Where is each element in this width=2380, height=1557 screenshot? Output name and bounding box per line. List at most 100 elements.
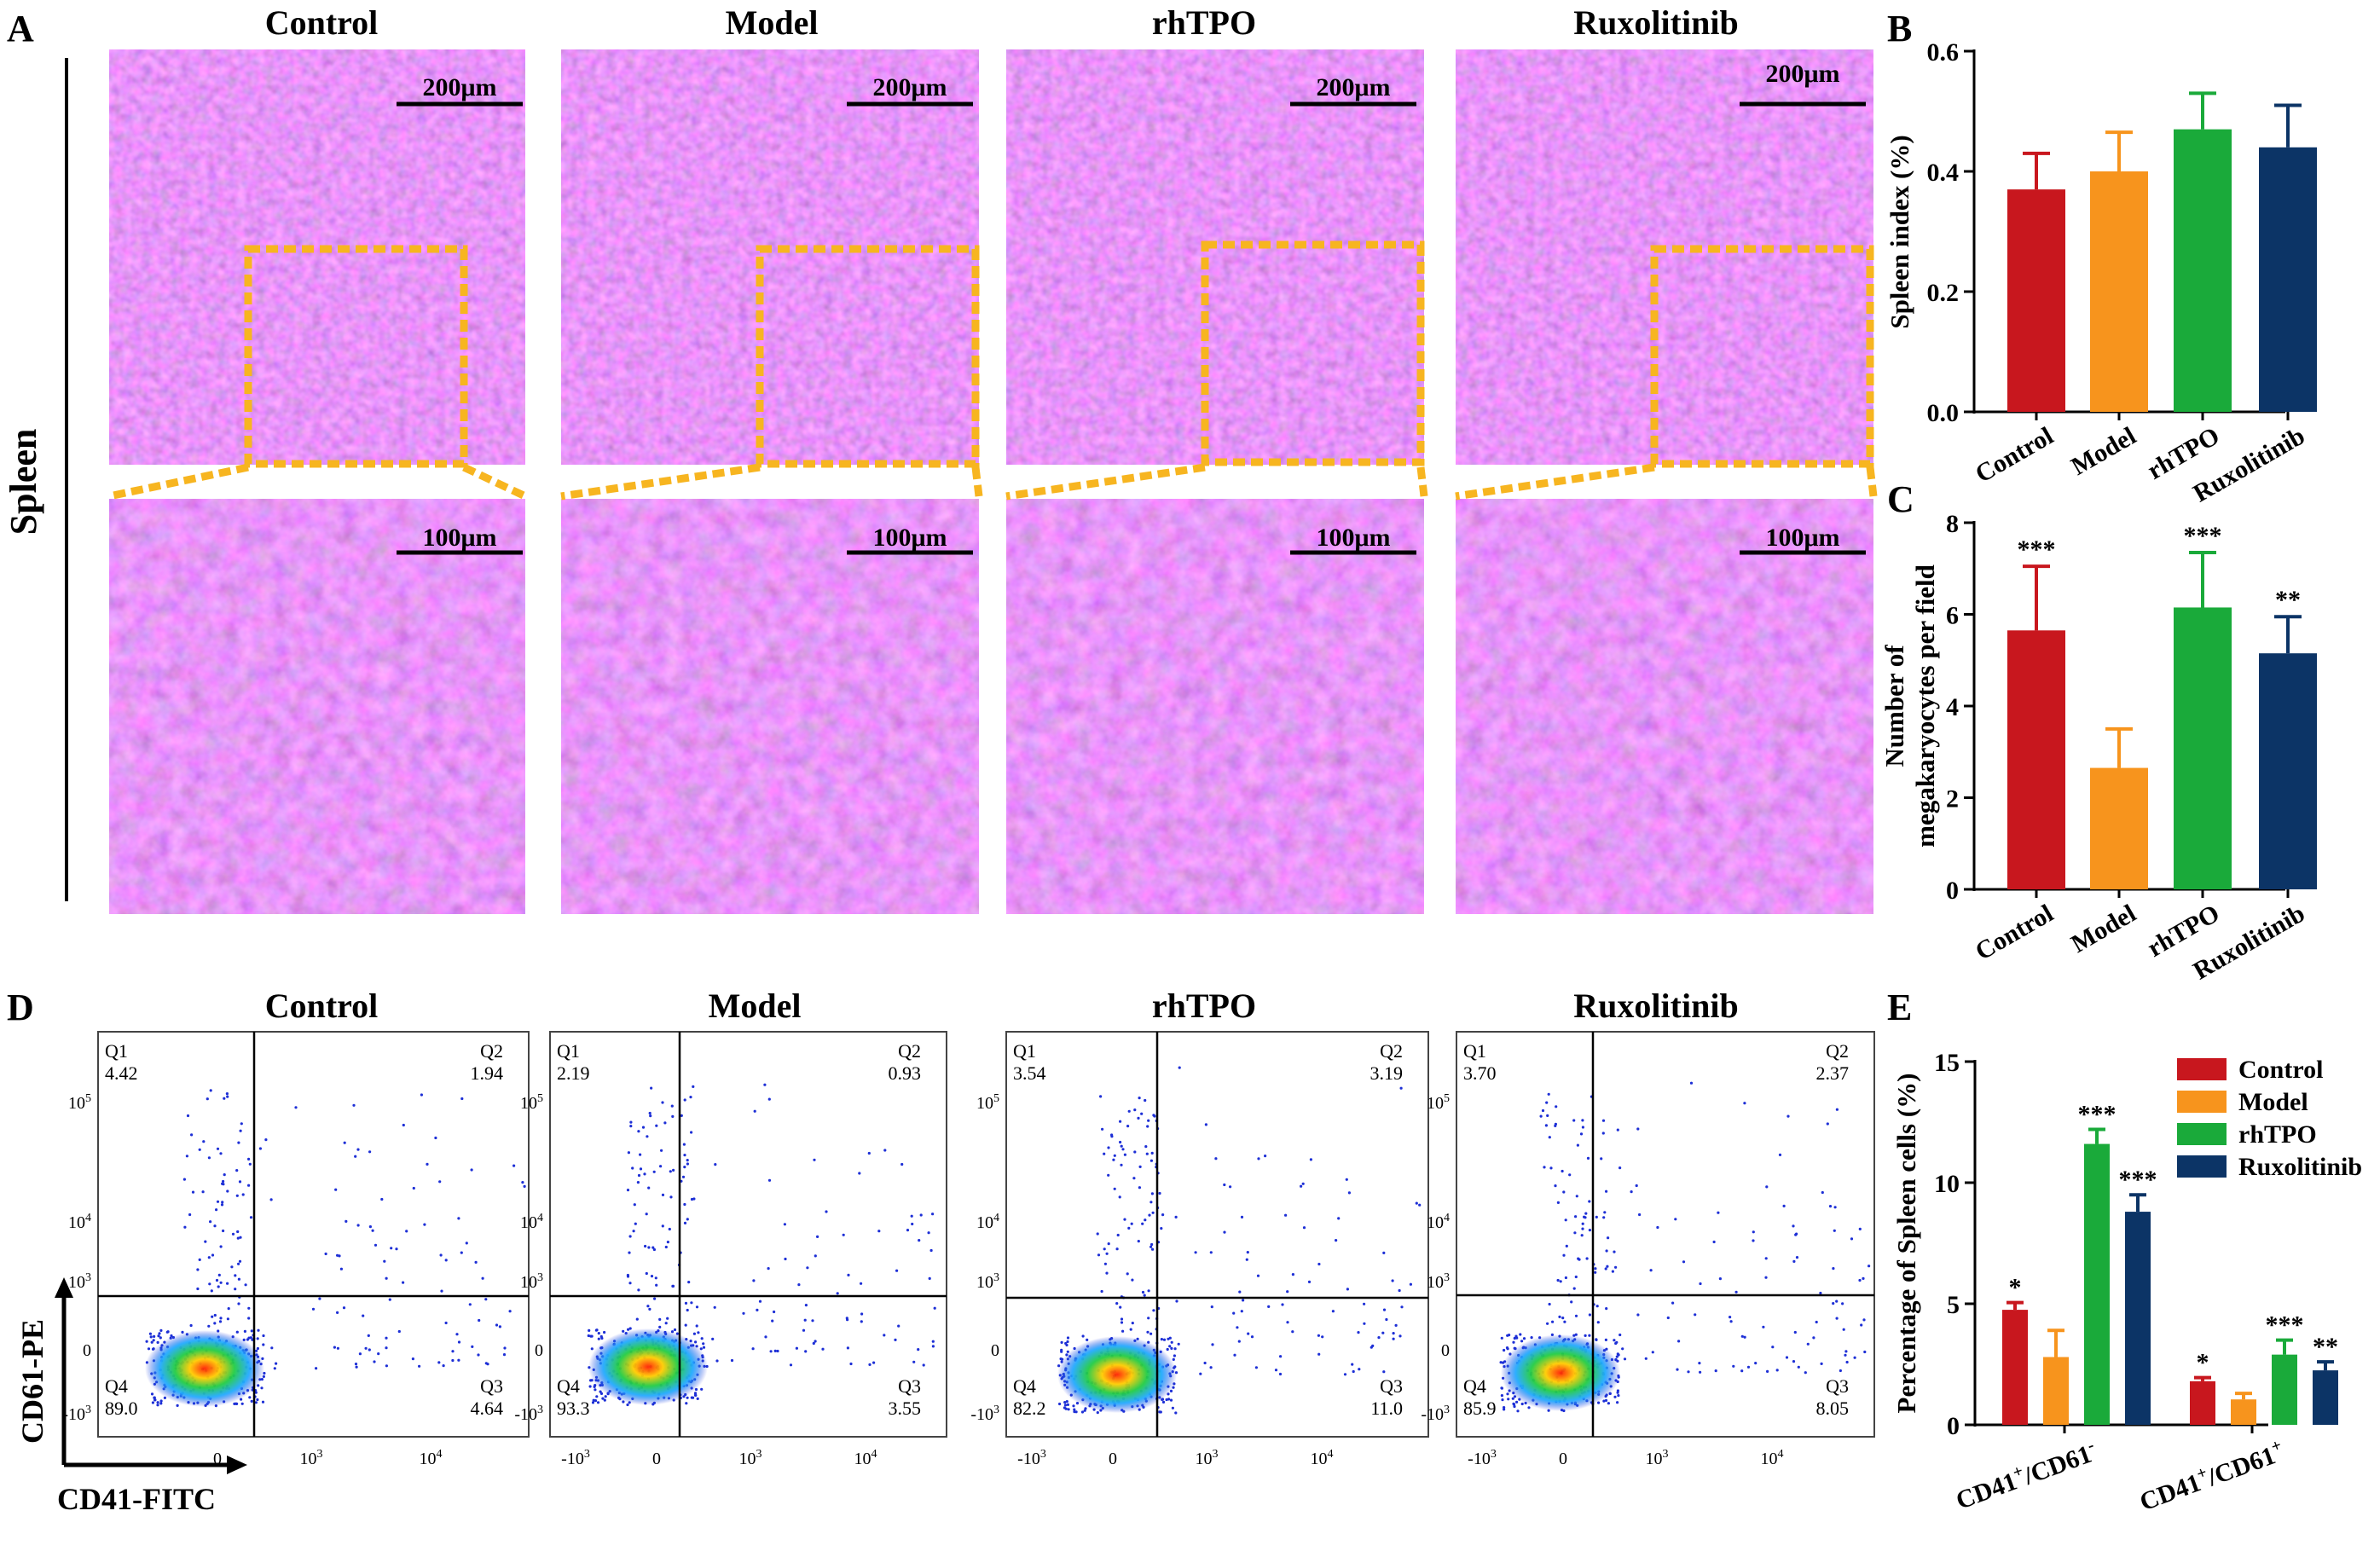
event-dot [219, 1152, 223, 1155]
bar-ruxolitinib [2125, 1212, 2151, 1425]
event-dot [1199, 1372, 1202, 1375]
event-dot [159, 1336, 162, 1340]
tick-base: 10 [1427, 1273, 1444, 1292]
event-dot [700, 1337, 704, 1340]
tick-exp: 3 [584, 1448, 590, 1461]
event-dot [906, 1229, 910, 1232]
event-dot [1699, 1282, 1702, 1286]
event-dot [643, 1172, 646, 1176]
tick-exp: 3 [993, 1404, 999, 1416]
event-dot [714, 1163, 717, 1166]
event-dot [1138, 1186, 1141, 1189]
event-dot [690, 1131, 693, 1134]
event-dot [637, 1288, 640, 1292]
event-dot [1563, 1320, 1566, 1323]
event-dot [1110, 1133, 1114, 1137]
y-tick-label: 0 [991, 1341, 999, 1360]
event-dot [933, 1306, 936, 1310]
event-dot [650, 1275, 654, 1278]
x-group-label: CD41+/CD61- [1951, 1436, 2100, 1515]
event-dot [603, 1398, 606, 1402]
tick-exp: 3 [317, 1448, 323, 1461]
tick-base: 10 [854, 1450, 872, 1468]
event-dot [1595, 1338, 1598, 1341]
event-dot [1174, 1411, 1178, 1415]
tick-base: 10 [1427, 1094, 1444, 1113]
bar-control [2002, 1310, 2028, 1425]
event-dot [368, 1225, 372, 1229]
event-dot [628, 1282, 632, 1285]
event-dot [1835, 1299, 1839, 1303]
event-dot [1602, 1399, 1606, 1403]
tick-base: 10 [520, 1273, 537, 1292]
event-dot [588, 1385, 592, 1388]
event-dot [345, 1219, 348, 1223]
event-dot [213, 1322, 217, 1325]
event-dot [594, 1328, 599, 1332]
event-dot [364, 1346, 368, 1350]
legend-swatch-model [2177, 1091, 2227, 1113]
panel-letter-b: B [1887, 8, 1912, 49]
bar-rhtpo [2174, 607, 2232, 889]
event-dot [637, 1130, 640, 1133]
event-dot [1561, 1317, 1565, 1320]
event-dot [1382, 1251, 1386, 1254]
event-dot [1103, 1152, 1106, 1155]
event-dot [1682, 1260, 1686, 1264]
x-tick-label-model: Model [2066, 899, 2140, 958]
event-dot [1613, 1339, 1616, 1342]
event-dot [264, 1138, 268, 1142]
event-dot [1600, 1157, 1603, 1161]
event-dot [152, 1339, 155, 1342]
event-dot [1792, 1259, 1796, 1263]
event-dot [1844, 1353, 1847, 1357]
event-dot [460, 1097, 464, 1101]
event-dot [664, 1245, 668, 1249]
event-dot [165, 1330, 169, 1334]
y-tick-label: 5 [1947, 1291, 1960, 1319]
event-dot [1237, 1340, 1241, 1343]
event-dot [237, 1262, 240, 1265]
event-dot [653, 1297, 657, 1300]
event-dot [767, 1097, 771, 1101]
event-dot [842, 1233, 845, 1236]
event-dot [1520, 1402, 1524, 1406]
event-dot [641, 1126, 646, 1129]
event-dot [1572, 1119, 1576, 1122]
event-dot [156, 1340, 159, 1344]
event-dot [694, 1393, 698, 1397]
event-dot [713, 1305, 716, 1309]
event-dot [262, 1334, 265, 1338]
event-dot [633, 1203, 636, 1207]
event-dot [1250, 1335, 1254, 1339]
quadrant-name-q2: Q2 [480, 1040, 503, 1062]
event-dot [1677, 1340, 1681, 1343]
roi-connector-left [108, 463, 249, 501]
event-dot [385, 1364, 388, 1368]
event-dot [218, 1320, 223, 1323]
event-dot [1554, 1124, 1557, 1127]
event-dot [1644, 1357, 1647, 1360]
panel-a: A Spleen Control Model rhTPO Ruxolitinib… [3, 3, 1878, 914]
event-dot [1286, 1290, 1289, 1294]
event-dot [628, 1251, 631, 1254]
event-dot [1613, 1395, 1617, 1398]
event-dot [474, 1260, 478, 1264]
x-tick-label: 103 [739, 1448, 762, 1468]
event-dot [186, 1114, 190, 1118]
event-dot [696, 1397, 699, 1400]
event-dot [1499, 1361, 1503, 1364]
event-dot [1649, 1269, 1653, 1272]
event-dot [1398, 1288, 1401, 1293]
event-dot [1588, 1334, 1591, 1337]
event-dot [1264, 1155, 1267, 1158]
event-dot [1229, 1185, 1232, 1189]
event-dot [508, 1310, 512, 1313]
event-dot [1764, 1257, 1768, 1260]
tick-base: 0 [1441, 1341, 1450, 1360]
event-dot [478, 1318, 481, 1323]
event-dot [153, 1398, 157, 1402]
event-dot [230, 1265, 234, 1269]
